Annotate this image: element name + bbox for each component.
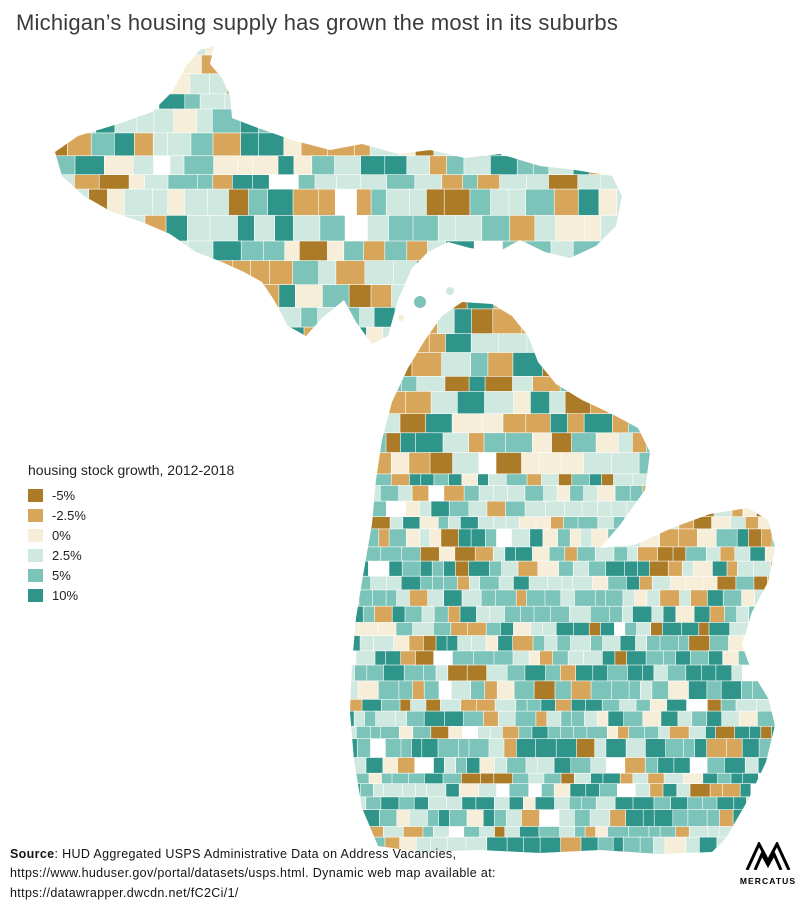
- legend-title: housing stock growth, 2012-2018: [28, 462, 235, 478]
- legend-swatch: [28, 529, 43, 542]
- source-label: Source: [10, 847, 55, 861]
- source-line-3: https://datawrapper.dwcdn.net/fC2Ci/1/: [10, 885, 239, 900]
- mercatus-logo-icon: [745, 840, 791, 871]
- legend-swatch: [28, 569, 43, 582]
- lower-peninsula-region: [350, 302, 775, 854]
- legend-item: 0%: [28, 528, 234, 543]
- legend-swatch: [28, 549, 43, 562]
- legend-swatch: [28, 489, 43, 502]
- legend-label: -5%: [52, 488, 76, 503]
- legend-label: 2.5%: [52, 548, 82, 563]
- legend-label: 0%: [52, 528, 71, 543]
- legend-item: 2.5%: [28, 548, 234, 563]
- legend-swatch: [28, 509, 43, 522]
- legend-item: 5%: [28, 568, 234, 583]
- legend-label: 5%: [52, 568, 71, 583]
- legend-item: -2.5%: [28, 508, 234, 523]
- source-line-2: https://www.huduser.gov/portal/datasets/…: [10, 866, 496, 881]
- legend-swatch: [28, 589, 43, 602]
- legend-label: -2.5%: [52, 508, 86, 523]
- legend-label: 10%: [52, 588, 79, 603]
- lake-islands: [398, 287, 454, 321]
- page-title: Michigan’s housing supply has grown the …: [16, 10, 619, 35]
- upper-peninsula-region: [55, 46, 622, 344]
- legend: housing stock growth, 2012-2018 -5% -2.5…: [28, 462, 234, 608]
- mercatus-logo: MERCATUS: [738, 840, 798, 886]
- source-line-1: Source: HUD Aggregated USPS Administrati…: [10, 845, 496, 864]
- source-note: Source: HUD Aggregated USPS Administrati…: [10, 845, 496, 903]
- legend-item: 10%: [28, 588, 234, 603]
- mercatus-logo-text: MERCATUS: [739, 876, 797, 886]
- source-text: : HUD Aggregated USPS Administrative Dat…: [54, 847, 457, 861]
- legend-item: -5%: [28, 488, 234, 503]
